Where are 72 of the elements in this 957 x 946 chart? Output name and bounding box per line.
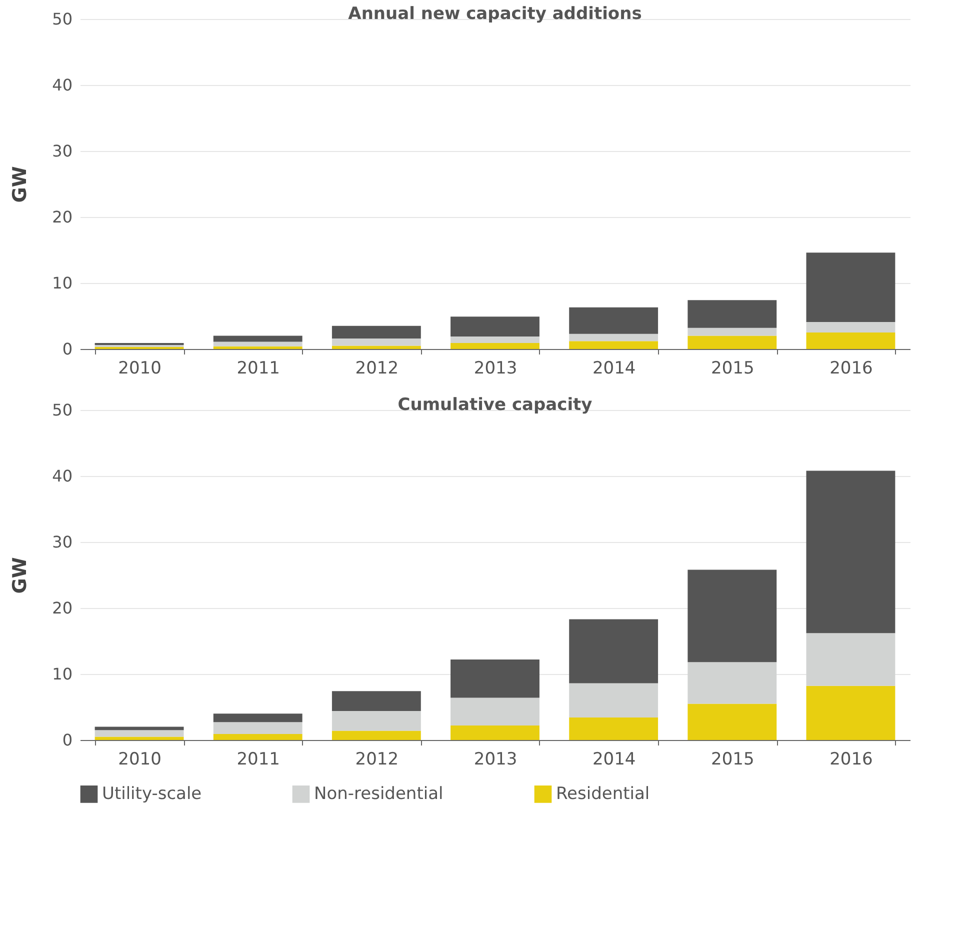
bar: [332, 730, 421, 740]
y-tick-label: 10: [52, 274, 72, 292]
bar: [450, 343, 540, 349]
bar: [569, 341, 658, 349]
x-tick-label: 2013: [474, 358, 518, 378]
x-tick-label: 2012: [355, 358, 399, 378]
y-tick-label: 0: [62, 730, 72, 750]
y-tick-label: 50: [52, 400, 72, 420]
y-tick-label: 0: [62, 340, 72, 358]
bar: [806, 252, 896, 322]
bar: [450, 336, 540, 344]
bar: [213, 342, 302, 346]
y-tick-label: 30: [52, 532, 72, 552]
legend-label: Non-residential: [314, 784, 444, 804]
bar: [213, 336, 302, 342]
x-tick-label: 2010: [118, 750, 162, 770]
x-tick-label: 2014: [592, 750, 636, 770]
bar: [688, 662, 777, 704]
bar: [450, 698, 540, 726]
bar: [806, 322, 896, 332]
bar: [450, 316, 540, 336]
y-axis-title: GW: [9, 557, 32, 594]
bar: [806, 470, 896, 634]
bar: [332, 691, 421, 711]
bar: [332, 346, 421, 349]
bar: [213, 714, 302, 722]
x-tick-label: 2011: [236, 750, 280, 770]
y-tick-label: 10: [52, 664, 72, 684]
y-tick-label: 30: [52, 142, 72, 160]
bar: [332, 710, 421, 731]
y-axis-title: GW: [9, 166, 32, 203]
bar: [688, 328, 777, 336]
y-tick-label: 50: [52, 10, 72, 28]
legend-label: Residential: [556, 784, 650, 804]
y-tick-label: 20: [52, 208, 72, 226]
x-tick-label: 2016: [830, 750, 873, 770]
bar: [213, 722, 302, 734]
bar: [569, 334, 658, 342]
y-tick-label: 40: [52, 76, 72, 94]
bar: [332, 338, 421, 346]
bar: [450, 725, 540, 740]
bar: [332, 326, 421, 338]
bar: [450, 659, 540, 698]
x-tick-label: 2015: [711, 750, 754, 770]
y-tick-label: 20: [52, 598, 72, 618]
chart-title: Cumulative capacity: [398, 395, 592, 415]
bar: [688, 704, 777, 740]
legend-label: Utility-scale: [102, 784, 202, 804]
bar: [688, 570, 777, 662]
bar: [94, 736, 184, 740]
bar: [569, 619, 658, 684]
x-tick-label: 2012: [355, 750, 399, 770]
bar: [806, 332, 896, 349]
x-tick-label: 2010: [118, 358, 162, 378]
bar: [688, 336, 777, 349]
bar: [94, 730, 184, 737]
bar: [569, 718, 658, 740]
bar: [806, 686, 896, 740]
y-tick-label: 40: [52, 466, 72, 486]
chart-title: Annual new capacity additions: [348, 4, 642, 24]
x-tick-label: 2014: [592, 358, 636, 378]
bar: [213, 346, 302, 349]
x-tick-label: 2016: [830, 358, 873, 378]
bar: [569, 683, 658, 718]
bar: [94, 726, 184, 730]
bar: [688, 300, 777, 328]
x-tick-label: 2011: [236, 358, 280, 378]
x-tick-label: 2015: [711, 358, 754, 378]
bar: [806, 633, 896, 686]
x-tick-label: 2013: [474, 750, 518, 770]
bar: [569, 307, 658, 334]
bar: [213, 734, 302, 740]
